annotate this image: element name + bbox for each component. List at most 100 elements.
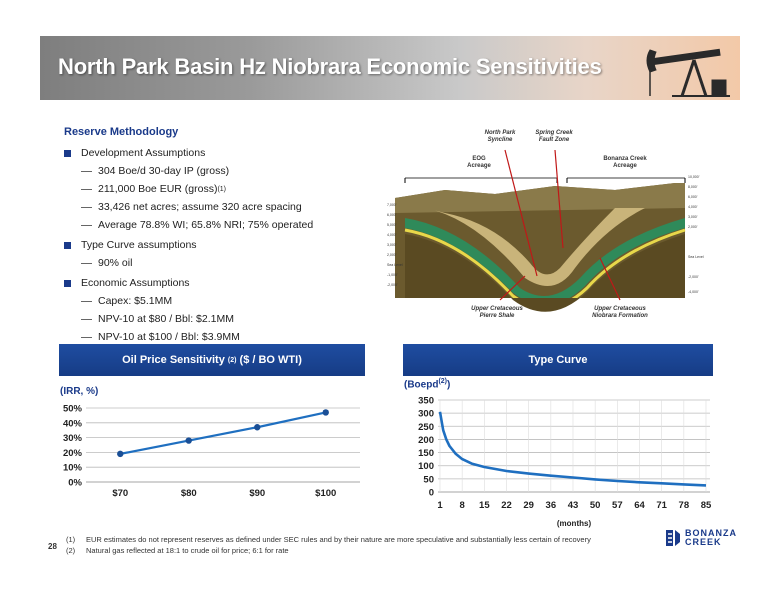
sub-bullet: 304 Boe/d 30-day IP (gross) — [64, 165, 394, 177]
y-tick-label: 30% — [63, 433, 83, 444]
title-banner: North Park Basin Hz Niobrara Economic Se… — [40, 36, 740, 100]
bullet-square-icon — [64, 279, 71, 287]
x-tick-label: 43 — [568, 500, 579, 511]
svg-text:2,000': 2,000' — [688, 225, 698, 229]
footnote-2: (2) Natural gas reflected at 18:1 to crud… — [66, 546, 289, 555]
irr-data-point — [254, 424, 261, 431]
spring-creek-fault-label: Spring Creek Fault Zone — [535, 130, 573, 143]
sub-bullet: 90% oil — [64, 257, 394, 269]
oil-price-chart: 0% 10% 20% 30% 40% 50% $70 $80 $90 $100 — [40, 398, 370, 502]
sub-bullet: NPV-10 at $80 / Bbl: $2.1MM — [64, 313, 394, 325]
x-tick-label: 85 — [701, 500, 712, 511]
x-tick-label: 50 — [590, 500, 601, 511]
irr-data-point — [185, 437, 192, 444]
bullet-development: Development Assumptions — [64, 147, 394, 159]
x-tick-label: $90 — [249, 488, 265, 499]
sub-bullet: Capex: $5.1MM — [64, 295, 394, 307]
type-curve-line — [438, 411, 707, 487]
sub-bullet: Average 78.8% WI; 65.8% NRI; 75% operate… — [64, 219, 394, 231]
svg-text:8,000': 8,000' — [688, 185, 698, 189]
y-tick-label: 150 — [418, 448, 434, 459]
x-tick-label: $100 — [315, 488, 336, 499]
svg-text:-2,000': -2,000' — [688, 275, 699, 279]
oil-price-chart-svg: 0% 10% 20% 30% 40% 50% $70 $80 $90 $100 — [63, 404, 360, 499]
pierre-shale-label: Upper Cretaceous Pierre Shale — [471, 306, 523, 319]
svg-text:4,000': 4,000' — [688, 205, 698, 209]
svg-text:6,000': 6,000' — [387, 213, 397, 217]
y-tick-label: 10% — [63, 463, 83, 474]
type-curve-chart-svg: 0 50 100 150 200 250 300 350 1 8 15 22 29 36 43 50 57 64 7… — [418, 396, 712, 529]
x-tick-label: 71 — [656, 500, 667, 511]
irr-axis-title: (IRR, %) — [60, 386, 99, 397]
bonanza-creek-logo-icon — [666, 530, 680, 546]
x-tick-label: 1 — [437, 500, 443, 511]
x-tick-label: 15 — [479, 500, 490, 511]
x-tick-label: 78 — [679, 500, 690, 511]
bullet-square-icon — [64, 241, 71, 249]
x-tick-label: $80 — [181, 488, 197, 499]
y-tick-label: 0 — [429, 488, 434, 499]
irr-data-point — [117, 450, 124, 458]
svg-text:-2,000': -2,000' — [387, 283, 398, 287]
y-tick-label: 50% — [63, 404, 83, 415]
y-tick-label: 100 — [418, 461, 434, 472]
north-park-syncline-label: North Park Syncline — [484, 130, 516, 143]
dash-icon — [81, 206, 92, 208]
dash-icon — [81, 318, 92, 320]
cross-section-graphic: 7,000' 6,000' 5,000' 4,000' 3,000' 2,000' Se… — [387, 149, 704, 312]
y-tick-label: 200 — [418, 435, 434, 446]
pumpjack-icon — [646, 48, 730, 97]
type-curve-header: Type Curve — [403, 344, 713, 376]
y-tick-label: 300 — [418, 409, 434, 420]
svg-text:10,000': 10,000' — [688, 175, 700, 179]
svg-text:2,000': 2,000' — [387, 253, 397, 257]
sub-bullet: 33,426 net acres; assume 320 acre spacin… — [64, 201, 394, 213]
y-tick-label: 250 — [418, 422, 434, 433]
x-tick-label: 64 — [634, 500, 645, 511]
svg-text:7,000': 7,000' — [387, 203, 397, 207]
svg-text:4,000': 4,000' — [387, 233, 397, 237]
bonanza-acreage-label: Bonanza Creek Acreage — [603, 156, 647, 169]
footnotes: (1) EUR estimates do not represent reserv… — [66, 534, 591, 556]
svg-text:Sea Level: Sea Level — [387, 263, 403, 267]
svg-text:-4,000': -4,000' — [688, 290, 699, 294]
x-axis-label: (months) — [557, 519, 592, 528]
bullet-type-curve: Type Curve assumptions — [64, 239, 394, 251]
type-curve-chart: 0 50 100 150 200 250 300 350 1 8 15 22 29 36 43 50 57 64 7… — [400, 392, 720, 532]
x-tick-label: $70 — [112, 488, 128, 499]
x-tick-label: 57 — [612, 500, 623, 511]
cross-section-diagram: 7,000' 6,000' 5,000' 4,000' 3,000' 2,000' Se… — [385, 128, 710, 330]
assumptions-list: Development Assumptions 304 Boe/d 30-day… — [64, 142, 394, 343]
svg-text:5,000': 5,000' — [387, 223, 397, 227]
boepd-axis-title: (Boepd(2)) — [404, 378, 451, 391]
bullet-economic: Economic Assumptions — [64, 277, 394, 289]
dash-icon — [81, 336, 92, 338]
oil-price-sensitivity-header: Oil Price Sensitivity (2) ($ / BO WTI) — [59, 344, 365, 376]
svg-text:-1,000': -1,000' — [387, 273, 398, 277]
svg-text:6,000': 6,000' — [688, 195, 698, 199]
bullet-square-icon — [64, 149, 71, 157]
irr-series-line — [120, 411, 326, 455]
y-tick-label: 40% — [63, 418, 83, 429]
dash-icon — [81, 300, 92, 302]
svg-text:3,000': 3,000' — [688, 215, 698, 219]
svg-text:Sea Level: Sea Level — [688, 255, 704, 259]
y-tick-label: 350 — [418, 396, 434, 407]
page-title: North Park Basin Hz Niobrara Economic Se… — [58, 54, 602, 79]
logo-text: BONANZA CREEK — [685, 528, 737, 547]
footnote-1: (1) EUR estimates do not represent reserv… — [66, 535, 591, 544]
dash-icon — [81, 224, 92, 226]
x-tick-label: 29 — [523, 500, 534, 511]
dash-icon — [81, 188, 92, 190]
svg-text:3,000': 3,000' — [387, 243, 397, 247]
bonanza-creek-logo: BONANZA CREEK — [664, 528, 737, 548]
niobrara-formation-label: Upper Cretaceous Niobrara Formation — [592, 306, 648, 319]
y-tick-label: 20% — [63, 448, 83, 459]
x-tick-label: 8 — [460, 500, 465, 511]
sub-bullet: NPV-10 at $100 / Bbl: $3.9MM — [64, 331, 394, 343]
y-tick-label: 0% — [68, 478, 82, 489]
x-tick-label: 22 — [501, 500, 512, 511]
y-tick-label: 50 — [423, 474, 434, 485]
sub-bullet: 211,000 Boe EUR (gross) (1) — [64, 183, 394, 195]
irr-data-point — [322, 409, 329, 416]
